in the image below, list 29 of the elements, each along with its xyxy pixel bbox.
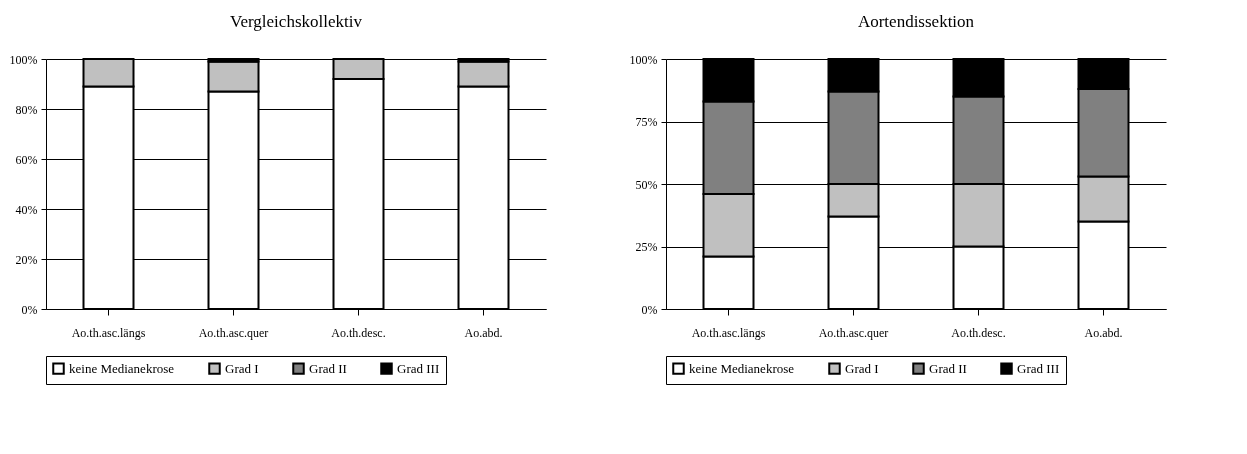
legend-label: keine Medianekrose (69, 360, 175, 376)
legend-label: Grad III (1017, 360, 1060, 376)
y-tick-label: 40% (15, 202, 38, 217)
chart-title: Aortendissektion (857, 12, 975, 31)
y-tick-label: 100% (9, 52, 38, 67)
y-tick-label: 20% (15, 252, 38, 267)
y-tick-label: 0% (21, 302, 38, 317)
legend-label: Grad I (225, 360, 259, 376)
x-tick-label: Ao.th.desc. (951, 325, 1006, 340)
y-tick-label: 100% (629, 52, 658, 67)
y-tick-label: 60% (15, 152, 38, 167)
legend-label: keine Medianekrose (689, 360, 795, 376)
x-tick-label: Ao.th.desc. (331, 325, 386, 340)
x-tick-label: Ao.th.asc.längs (71, 325, 146, 340)
y-tick-label: 25% (635, 240, 658, 254)
y-tick-label: 50% (635, 177, 658, 192)
x-tick-label: Ao.abd. (1084, 325, 1123, 340)
legend-label: Grad I (845, 360, 879, 376)
legend-label: Grad II (309, 360, 347, 376)
x-tick-label: Ao.th.asc.quer (198, 325, 269, 340)
x-tick-label: Ao.th.asc.längs (691, 325, 766, 340)
y-tick-label: 75% (635, 115, 658, 129)
chart-title: Vergleichskollektiv (230, 12, 363, 31)
y-tick-label: 0% (641, 302, 658, 317)
legend-label: Grad III (397, 360, 440, 376)
x-tick-label: Ao.th.asc.quer (818, 325, 889, 340)
x-tick-label: Ao.abd. (464, 325, 503, 340)
y-tick-label: 80% (15, 102, 38, 117)
legend-label: Grad II (929, 360, 967, 376)
